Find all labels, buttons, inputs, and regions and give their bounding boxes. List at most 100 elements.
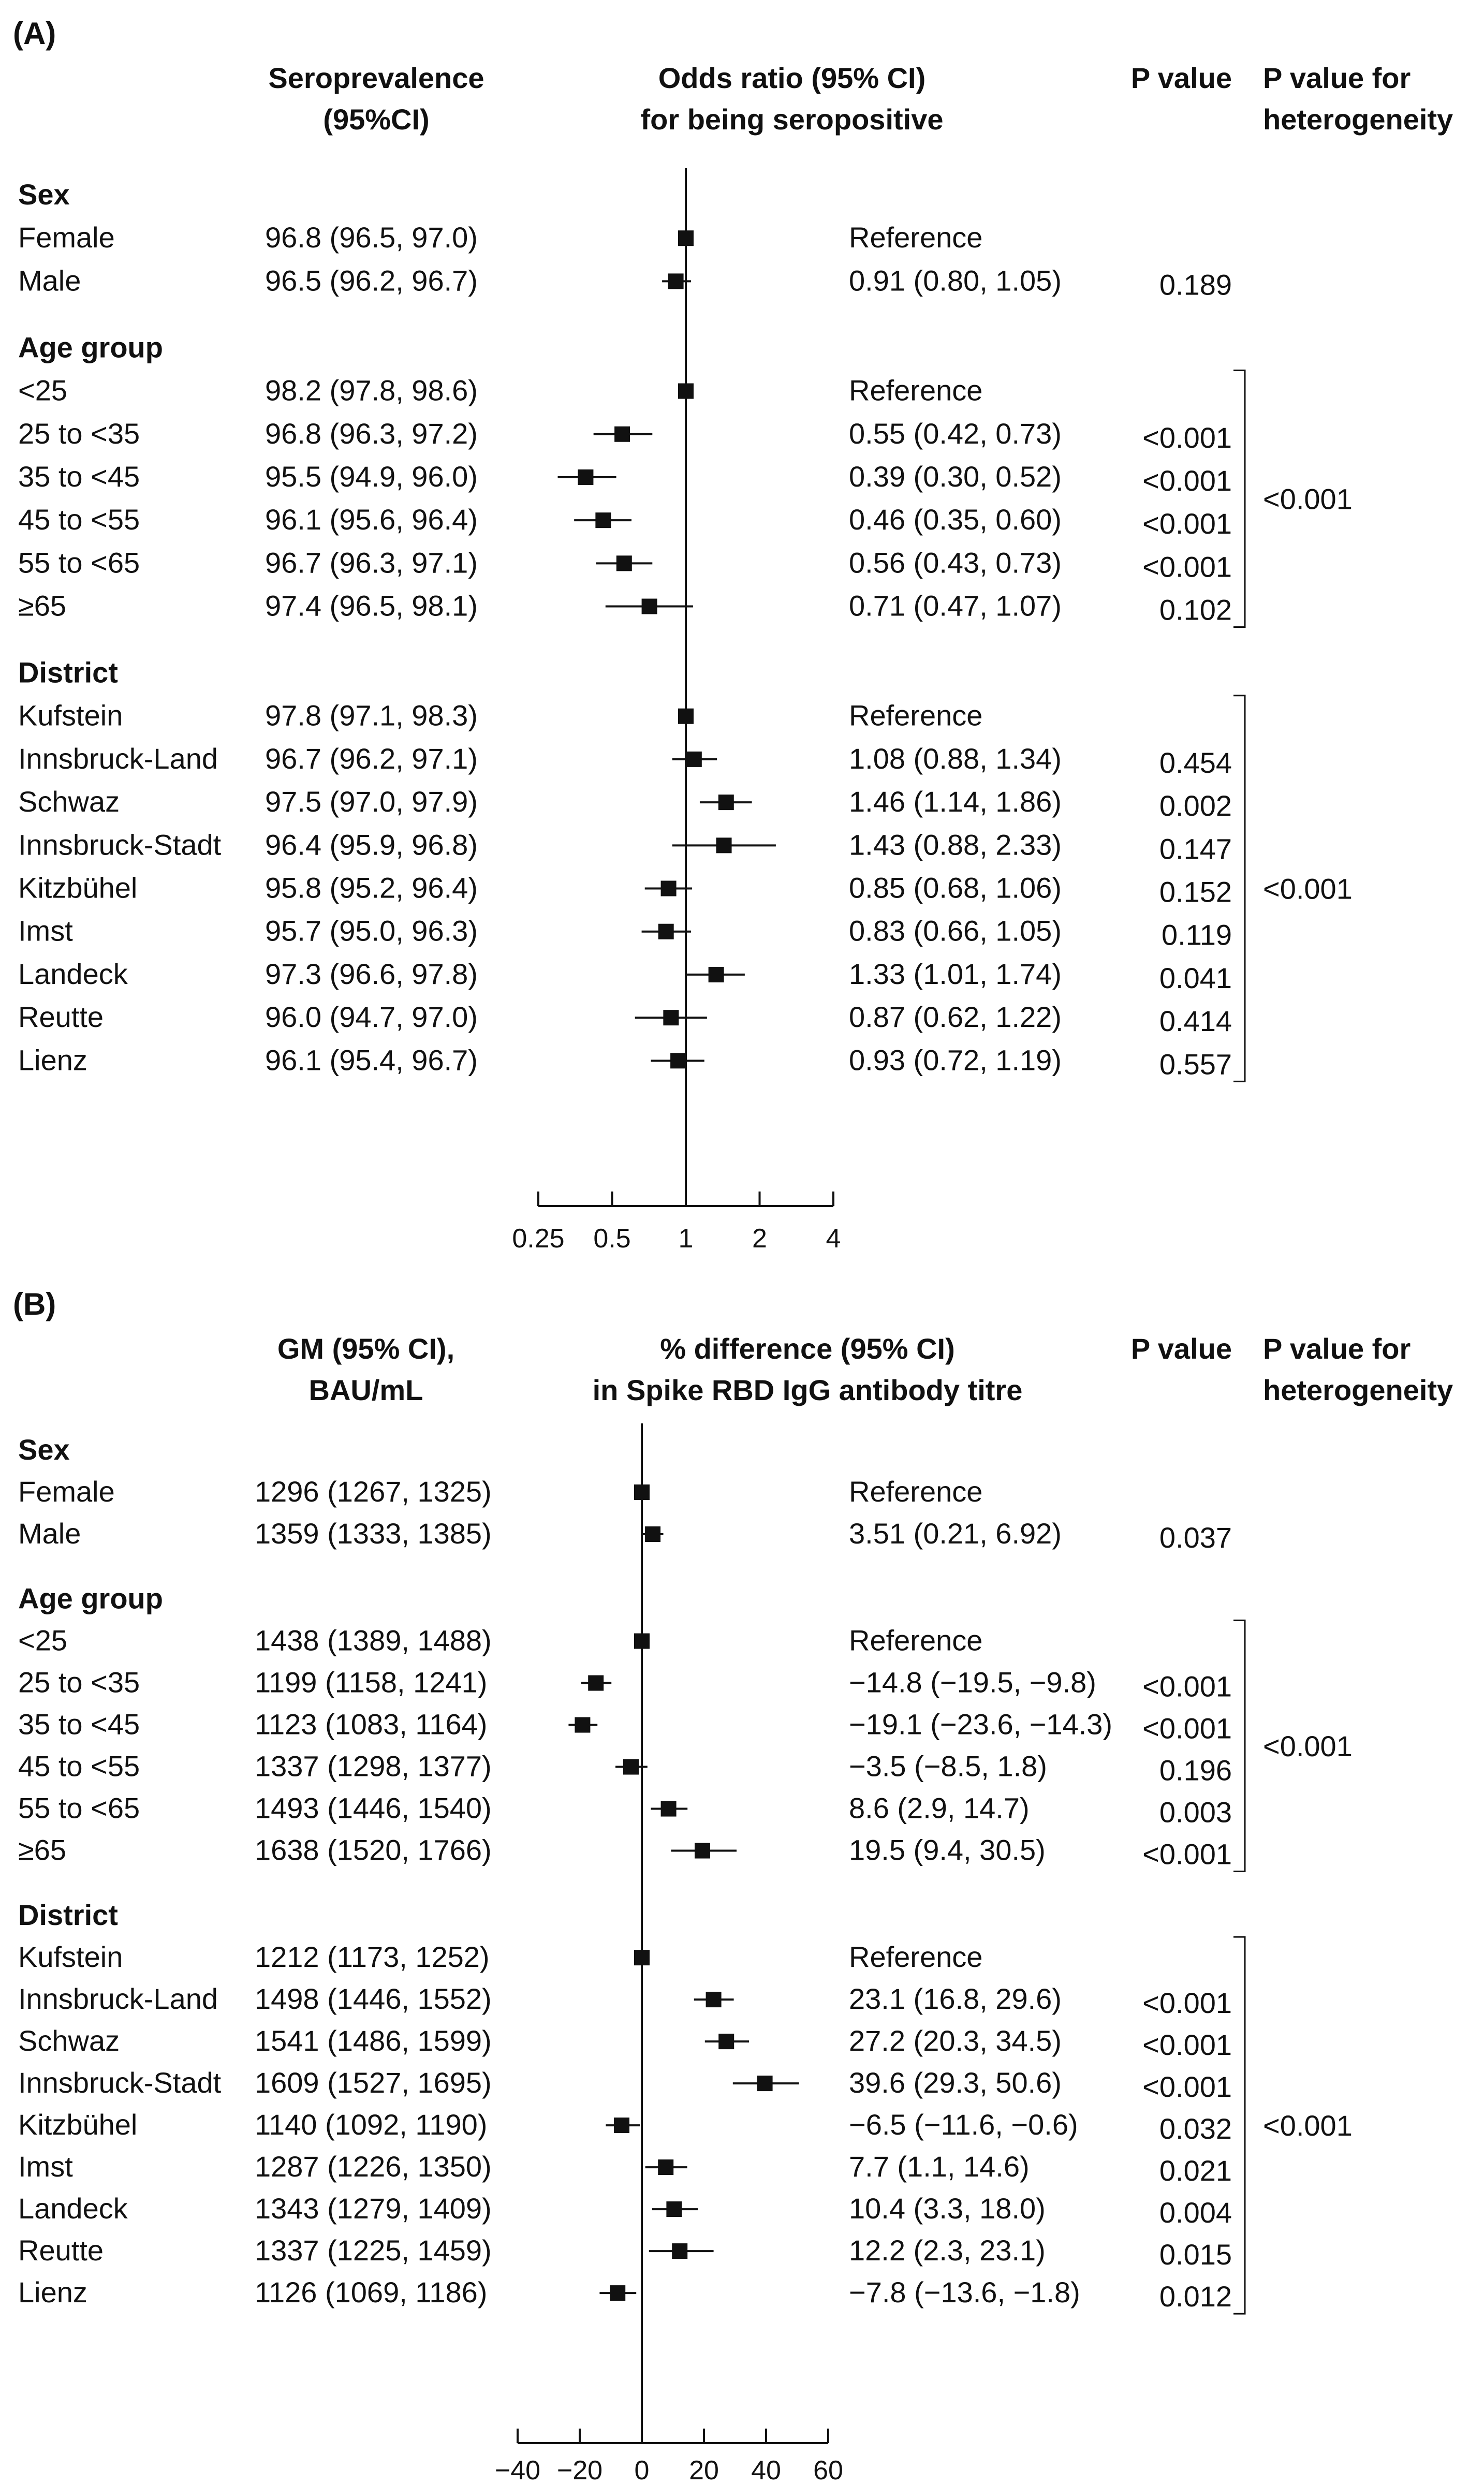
point-marker: [686, 751, 702, 767]
p-value: 0.002: [1159, 789, 1232, 822]
table-row: 45 to <55 96.1 (95.6, 96.4) 0.46 (0.35, 0.…: [18, 503, 1232, 540]
x-tick-label: 1: [679, 1224, 694, 1254]
row-label: Reutte: [18, 1001, 104, 1033]
table-row: 55 to <65 1493 (1446, 1540) 8.6 (2.9, 14.7…: [18, 1792, 1232, 1829]
effect-text: 0.39 (0.30, 0.52): [849, 460, 1062, 493]
table-row: Innsbruck-Land 96.7 (96.2, 97.1) 1.08 (0.8…: [18, 742, 1232, 779]
estimate-value: 1541 (1486, 1599): [255, 2024, 492, 2057]
plot-header-line1: % difference (95% CI): [660, 1332, 955, 1365]
estimate-value: 96.7 (96.3, 97.1): [265, 546, 478, 579]
estimate-value: 1126 (1069, 1186): [255, 2276, 487, 2308]
table-row: Female 1296 (1267, 1325) Reference: [18, 1475, 982, 1508]
heterogeneity-bracket: [1233, 370, 1246, 628]
effect-text: 27.2 (20.3, 34.5): [849, 2024, 1062, 2057]
effect-text: 3.51 (0.21, 6.92): [849, 1517, 1062, 1550]
row-label: Schwaz: [18, 2024, 120, 2057]
estimate-value: 95.5 (94.9, 96.0): [265, 460, 478, 493]
table-row: Female 96.8 (96.5, 97.0) Reference: [18, 221, 982, 254]
plot-header-line1: Odds ratio (95% CI): [658, 62, 926, 94]
row-label: 55 to <65: [18, 546, 140, 579]
p-value: <0.001: [1142, 2070, 1232, 2103]
effect-text: 0.91 (0.80, 1.05): [849, 264, 1062, 297]
estimate-value: 1337 (1225, 1459): [255, 2234, 492, 2267]
effect-text: Reference: [849, 1475, 982, 1508]
p-value: 0.032: [1159, 2112, 1232, 2145]
table-row: Reutte 96.0 (94.7, 97.0) 0.87 (0.62, 1.22)…: [18, 1001, 1232, 1037]
row-label: Lienz: [18, 1043, 87, 1076]
estimate-header-line2: BAU/mL: [309, 1374, 423, 1406]
x-tick-label: 0.25: [512, 1224, 564, 1254]
estimate-value: 98.2 (97.8, 98.6): [265, 374, 478, 407]
row-label: Kufstein: [18, 1940, 123, 1973]
point-marker: [658, 2159, 674, 2175]
table-row: 55 to <65 96.7 (96.3, 97.1) 0.56 (0.43, 0.…: [18, 546, 1232, 583]
point-marker: [708, 966, 724, 982]
table-row: <25 98.2 (97.8, 98.6) Reference: [18, 374, 982, 407]
heterogeneity-p-value: <0.001: [1263, 1730, 1353, 1762]
estimate-value: 1199 (1158, 1241): [255, 1666, 487, 1699]
estimate-value: 97.5 (97.0, 97.9): [265, 785, 478, 818]
effect-text: 0.55 (0.42, 0.73): [849, 417, 1062, 450]
estimate-value: 1140 (1092, 1190): [255, 2108, 487, 2141]
p-value-header: P value: [1131, 62, 1232, 94]
effect-text: 0.71 (0.47, 1.07): [849, 590, 1062, 622]
heterogeneity-p-value: <0.001: [1263, 483, 1353, 516]
estimate-header-line1: GM (95% CI),: [277, 1332, 454, 1365]
p-value: 0.147: [1159, 832, 1232, 865]
row-label: Imst: [18, 2150, 73, 2183]
p-value: <0.001: [1142, 550, 1232, 583]
heterogeneity-header-line1: P value for: [1263, 1332, 1410, 1365]
estimate-value: 1438 (1389, 1488): [255, 1624, 492, 1657]
table-row: 25 to <35 1199 (1158, 1241) −14.8 (−19.5, …: [18, 1666, 1232, 1703]
point-marker: [575, 1717, 591, 1733]
effect-text: 0.83 (0.66, 1.05): [849, 915, 1062, 947]
table-row: Reutte 1337 (1225, 1459) 12.2 (2.3, 23.1) 0…: [18, 2234, 1232, 2271]
estimate-value: 1212 (1173, 1252): [255, 1940, 490, 1973]
row-label: Innsbruck-Stadt: [18, 828, 222, 861]
row-label: ≥65: [18, 590, 66, 622]
row-label: Female: [18, 1475, 115, 1508]
estimate-value: 96.8 (96.5, 97.0): [265, 221, 478, 254]
heterogeneity-bracket: [1233, 695, 1246, 1082]
row-label: 45 to <55: [18, 503, 140, 536]
effect-text: −7.8 (−13.6, −1.8): [849, 2276, 1080, 2308]
estimate-value: 95.8 (95.2, 96.4): [265, 872, 478, 904]
table-row: Kitzbühel 95.8 (95.2, 96.4) 0.85 (0.68, 1.…: [18, 872, 1232, 908]
plot-header-line2: in Spike RBD IgG antibody titre: [593, 1374, 1023, 1406]
estimate-value: 96.8 (96.3, 97.2): [265, 417, 478, 450]
row-label: 35 to <45: [18, 460, 140, 493]
x-tick-label: −20: [557, 2455, 603, 2485]
effect-text: Reference: [849, 699, 982, 732]
estimate-value: 1609 (1527, 1695): [255, 2066, 492, 2099]
row-label: 25 to <35: [18, 417, 140, 450]
effect-text: 7.7 (1.1, 14.6): [849, 2150, 1030, 2183]
estimate-value: 1638 (1520, 1766): [255, 1834, 492, 1866]
group-heading: Sex: [18, 178, 70, 211]
table-row: 25 to <35 96.8 (96.3, 97.2) 0.55 (0.42, 0.…: [18, 417, 1232, 454]
estimate-value: 97.3 (96.6, 97.8): [265, 958, 478, 990]
p-value: 0.102: [1159, 594, 1232, 626]
table-row: 35 to <45 95.5 (94.9, 96.0) 0.39 (0.30, 0.…: [18, 460, 1232, 497]
table-row: Male 96.5 (96.2, 96.7) 0.91 (0.80, 1.05) 0.…: [18, 264, 1232, 301]
table-row: Imst 1287 (1226, 1350) 7.7 (1.1, 14.6) 0.02…: [18, 2150, 1232, 2187]
estimate-value: 96.1 (95.6, 96.4): [265, 503, 478, 536]
p-value: 0.004: [1159, 2196, 1232, 2229]
table-row: Lienz 96.1 (95.4, 96.7) 0.93 (0.72, 1.19) 0…: [18, 1043, 1232, 1080]
p-value: 0.196: [1159, 1754, 1232, 1787]
row-label: Schwaz: [18, 785, 120, 818]
p-value: 0.189: [1159, 268, 1232, 301]
row-label: Kitzbühel: [18, 872, 137, 904]
row-label: 35 to <45: [18, 1708, 140, 1741]
point-marker: [610, 2285, 626, 2301]
p-value: 0.015: [1159, 2238, 1232, 2271]
p-value: <0.001: [1142, 1712, 1232, 1745]
row-label: ≥65: [18, 1834, 66, 1866]
row-label: <25: [18, 1624, 67, 1657]
point-marker: [660, 1801, 677, 1817]
point-marker: [695, 1843, 710, 1859]
x-tick-label: 0.5: [593, 1224, 630, 1254]
estimate-value: 95.7 (95.0, 96.3): [265, 915, 478, 947]
row-label: 55 to <65: [18, 1792, 140, 1825]
effect-text: 23.1 (16.8, 29.6): [849, 1982, 1062, 2015]
